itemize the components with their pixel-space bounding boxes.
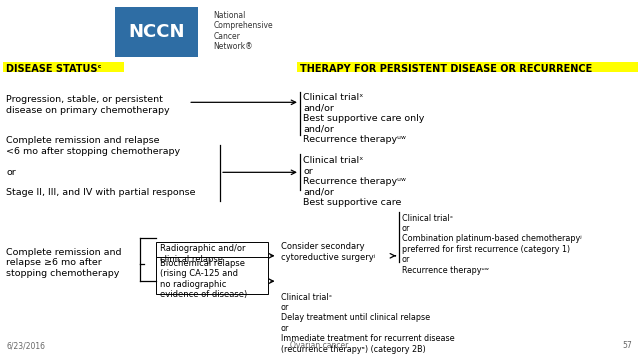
- Bar: [297, 62, 638, 72]
- Text: Radiographic and/or
clinical relapse: Radiographic and/or clinical relapse: [160, 244, 245, 264]
- Text: 57: 57: [622, 341, 632, 350]
- Text: DISEASE STATUSᶜ: DISEASE STATUSᶜ: [6, 64, 102, 74]
- Text: THERAPY FOR PERSISTENT DISEASE OR RECURRENCE: THERAPY FOR PERSISTENT DISEASE OR RECURR…: [300, 64, 592, 74]
- Text: Complete remission and relapse
<6 mo after stopping chemotherapy

or

Stage II, : Complete remission and relapse <6 mo aft…: [6, 136, 196, 197]
- Text: Clinical trialˣ
or
Delay treatment until clinical relapse
or
Immediate treatment: Clinical trialˣ or Delay treatment until…: [281, 293, 454, 354]
- Text: National
Comprehensive
Cancer
Network®: National Comprehensive Cancer Network®: [214, 11, 273, 51]
- Bar: [3, 62, 124, 72]
- Text: Clinical trialˣ
or
Combination platinum-based chemotherapyʲ
preferred for first : Clinical trialˣ or Combination platinum-…: [402, 214, 582, 275]
- Bar: [156, 242, 268, 269]
- Text: Consider secondary
cytoreductive surgeryʲ: Consider secondary cytoreductive surgery…: [281, 242, 375, 262]
- Text: Progression, stable, or persistent
disease on primary chemotherapy: Progression, stable, or persistent disea…: [6, 95, 170, 115]
- Text: NCCN: NCCN: [128, 23, 184, 41]
- Text: Clinical trialˣ
and/or
Best supportive care only
and/or
Recurrence therapyᵘʷ: Clinical trialˣ and/or Best supportive c…: [303, 93, 424, 144]
- Bar: [156, 257, 268, 294]
- Text: Ovarian cancer: Ovarian cancer: [290, 341, 348, 350]
- Text: Complete remission and
relapse ≥6 mo after
stopping chemotherapy: Complete remission and relapse ≥6 mo aft…: [6, 248, 122, 278]
- Bar: [115, 7, 198, 57]
- Text: Biochemical relapse
(rising CA-125 and
no radiographic
evidence of disease): Biochemical relapse (rising CA-125 and n…: [160, 259, 247, 299]
- Text: Clinical trialˣ
or
Recurrence therapyᵘʷ
and/or
Best supportive care: Clinical trialˣ or Recurrence therapyᵘʷ …: [303, 156, 406, 207]
- Text: 6/23/2016: 6/23/2016: [6, 341, 45, 350]
